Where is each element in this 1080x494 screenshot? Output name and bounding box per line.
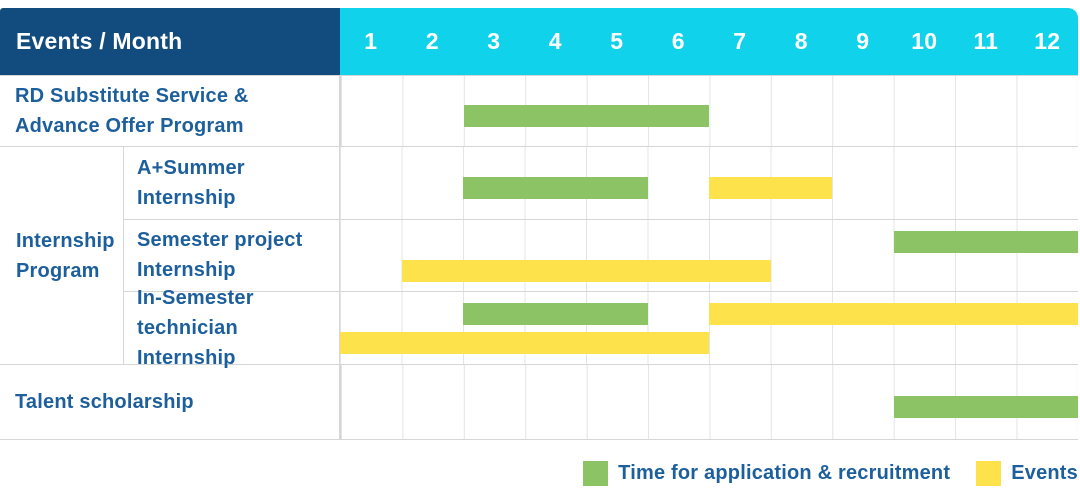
row-bars-a-summer	[339, 147, 1078, 219]
month-header-cell: 9	[856, 28, 870, 54]
group-label-line: Program	[16, 259, 100, 282]
row-bars-talent-scholarship	[340, 365, 1078, 439]
row-bars-rd-substitute	[340, 76, 1078, 146]
row-bars-semester-project	[339, 219, 1078, 291]
row-label-line: In-Semester	[137, 287, 254, 309]
events-month-header-cell: Events / Month	[0, 8, 340, 75]
gantt-bar-yellow	[709, 176, 832, 199]
row-label-talent-scholarship: Talent scholarship	[0, 365, 340, 439]
row-label-line: Talent scholarship	[15, 391, 194, 413]
month-header-cell: 12	[1034, 28, 1061, 54]
group-label-line: Internship	[16, 229, 115, 252]
table-row-semester-project: Semester project Internship	[124, 219, 1078, 292]
row-label-line: Semester project	[137, 229, 303, 252]
month-header-cell: 7	[733, 28, 747, 54]
gantt-bar-green	[463, 303, 648, 325]
month-header-cell: 3	[487, 28, 501, 54]
gantt-bar-yellow	[709, 303, 1078, 325]
gantt-bar-green	[463, 176, 648, 199]
row-label-line: Internship	[137, 186, 236, 209]
month-header-cell: 6	[671, 28, 685, 54]
legend-item-application: Time for application & recruitment	[583, 461, 950, 486]
internship-program-group: Internship Program A+Summer Internship S…	[0, 147, 1078, 369]
row-label-semester-project: Semester project Internship	[124, 220, 339, 292]
month-header-cell: 1	[364, 28, 378, 54]
table-row-a-summer: A+Summer Internship	[124, 147, 1078, 220]
row-label-line: Internship	[137, 259, 236, 282]
row-label-line: Advance Offer Program	[15, 115, 244, 137]
month-header-row: 1 2 3 4 5 6 7 8 9 10 11 12	[340, 8, 1078, 75]
gantt-bar-green	[463, 105, 710, 127]
group-label-internship-program: Internship Program	[0, 147, 124, 364]
table-row-talent-scholarship: Talent scholarship	[0, 365, 1078, 440]
row-label-rd-substitute: RD Substitute Service & Advance Offer Pr…	[0, 76, 340, 146]
legend-item-events: Events	[976, 461, 1078, 486]
legend-swatch-green	[583, 461, 609, 486]
row-label-in-semester: In-Semester technician Internship	[124, 287, 339, 369]
legend-label-application: Time for application & recruitment	[618, 462, 951, 484]
month-header-cell: 5	[610, 28, 624, 54]
table-row-rd-substitute: RD Substitute Service & Advance Offer Pr…	[0, 75, 1078, 147]
schedule-table: Events / Month 1 2 3 4 5 6 7 8 9 10 11 12 RD Substi…	[0, 8, 1078, 440]
gantt-bar-green	[893, 396, 1078, 418]
legend: Time for application & recruitment Event…	[583, 461, 1078, 486]
row-label-line: A+Summer	[137, 156, 245, 179]
month-header-cell: 4	[548, 28, 562, 54]
gantt-bar-yellow	[340, 332, 709, 354]
month-header-cell: 2	[425, 28, 439, 54]
events-month-title: Events / Month	[16, 28, 183, 54]
row-label-a-summer: A+Summer Internship	[124, 147, 339, 219]
legend-label-events: Events	[1011, 462, 1078, 484]
month-header-cell: 8	[794, 28, 808, 54]
gantt-bar-yellow	[401, 259, 771, 282]
gantt-bar-green	[893, 230, 1078, 253]
row-label-line: RD Substitute Service &	[15, 85, 249, 107]
table-header-row: Events / Month 1 2 3 4 5 6 7 8 9 10 11 12	[0, 8, 1078, 75]
month-header-cell: 11	[973, 28, 999, 54]
legend-swatch-yellow	[976, 461, 1002, 486]
table-row-in-semester: In-Semester technician Internship	[124, 287, 1078, 369]
month-header-cell: 10	[911, 28, 938, 54]
row-bars-in-semester	[339, 292, 1078, 364]
row-label-line: technician Internship	[137, 317, 238, 369]
internship-subrows: A+Summer Internship Semester project Int…	[124, 147, 1078, 369]
